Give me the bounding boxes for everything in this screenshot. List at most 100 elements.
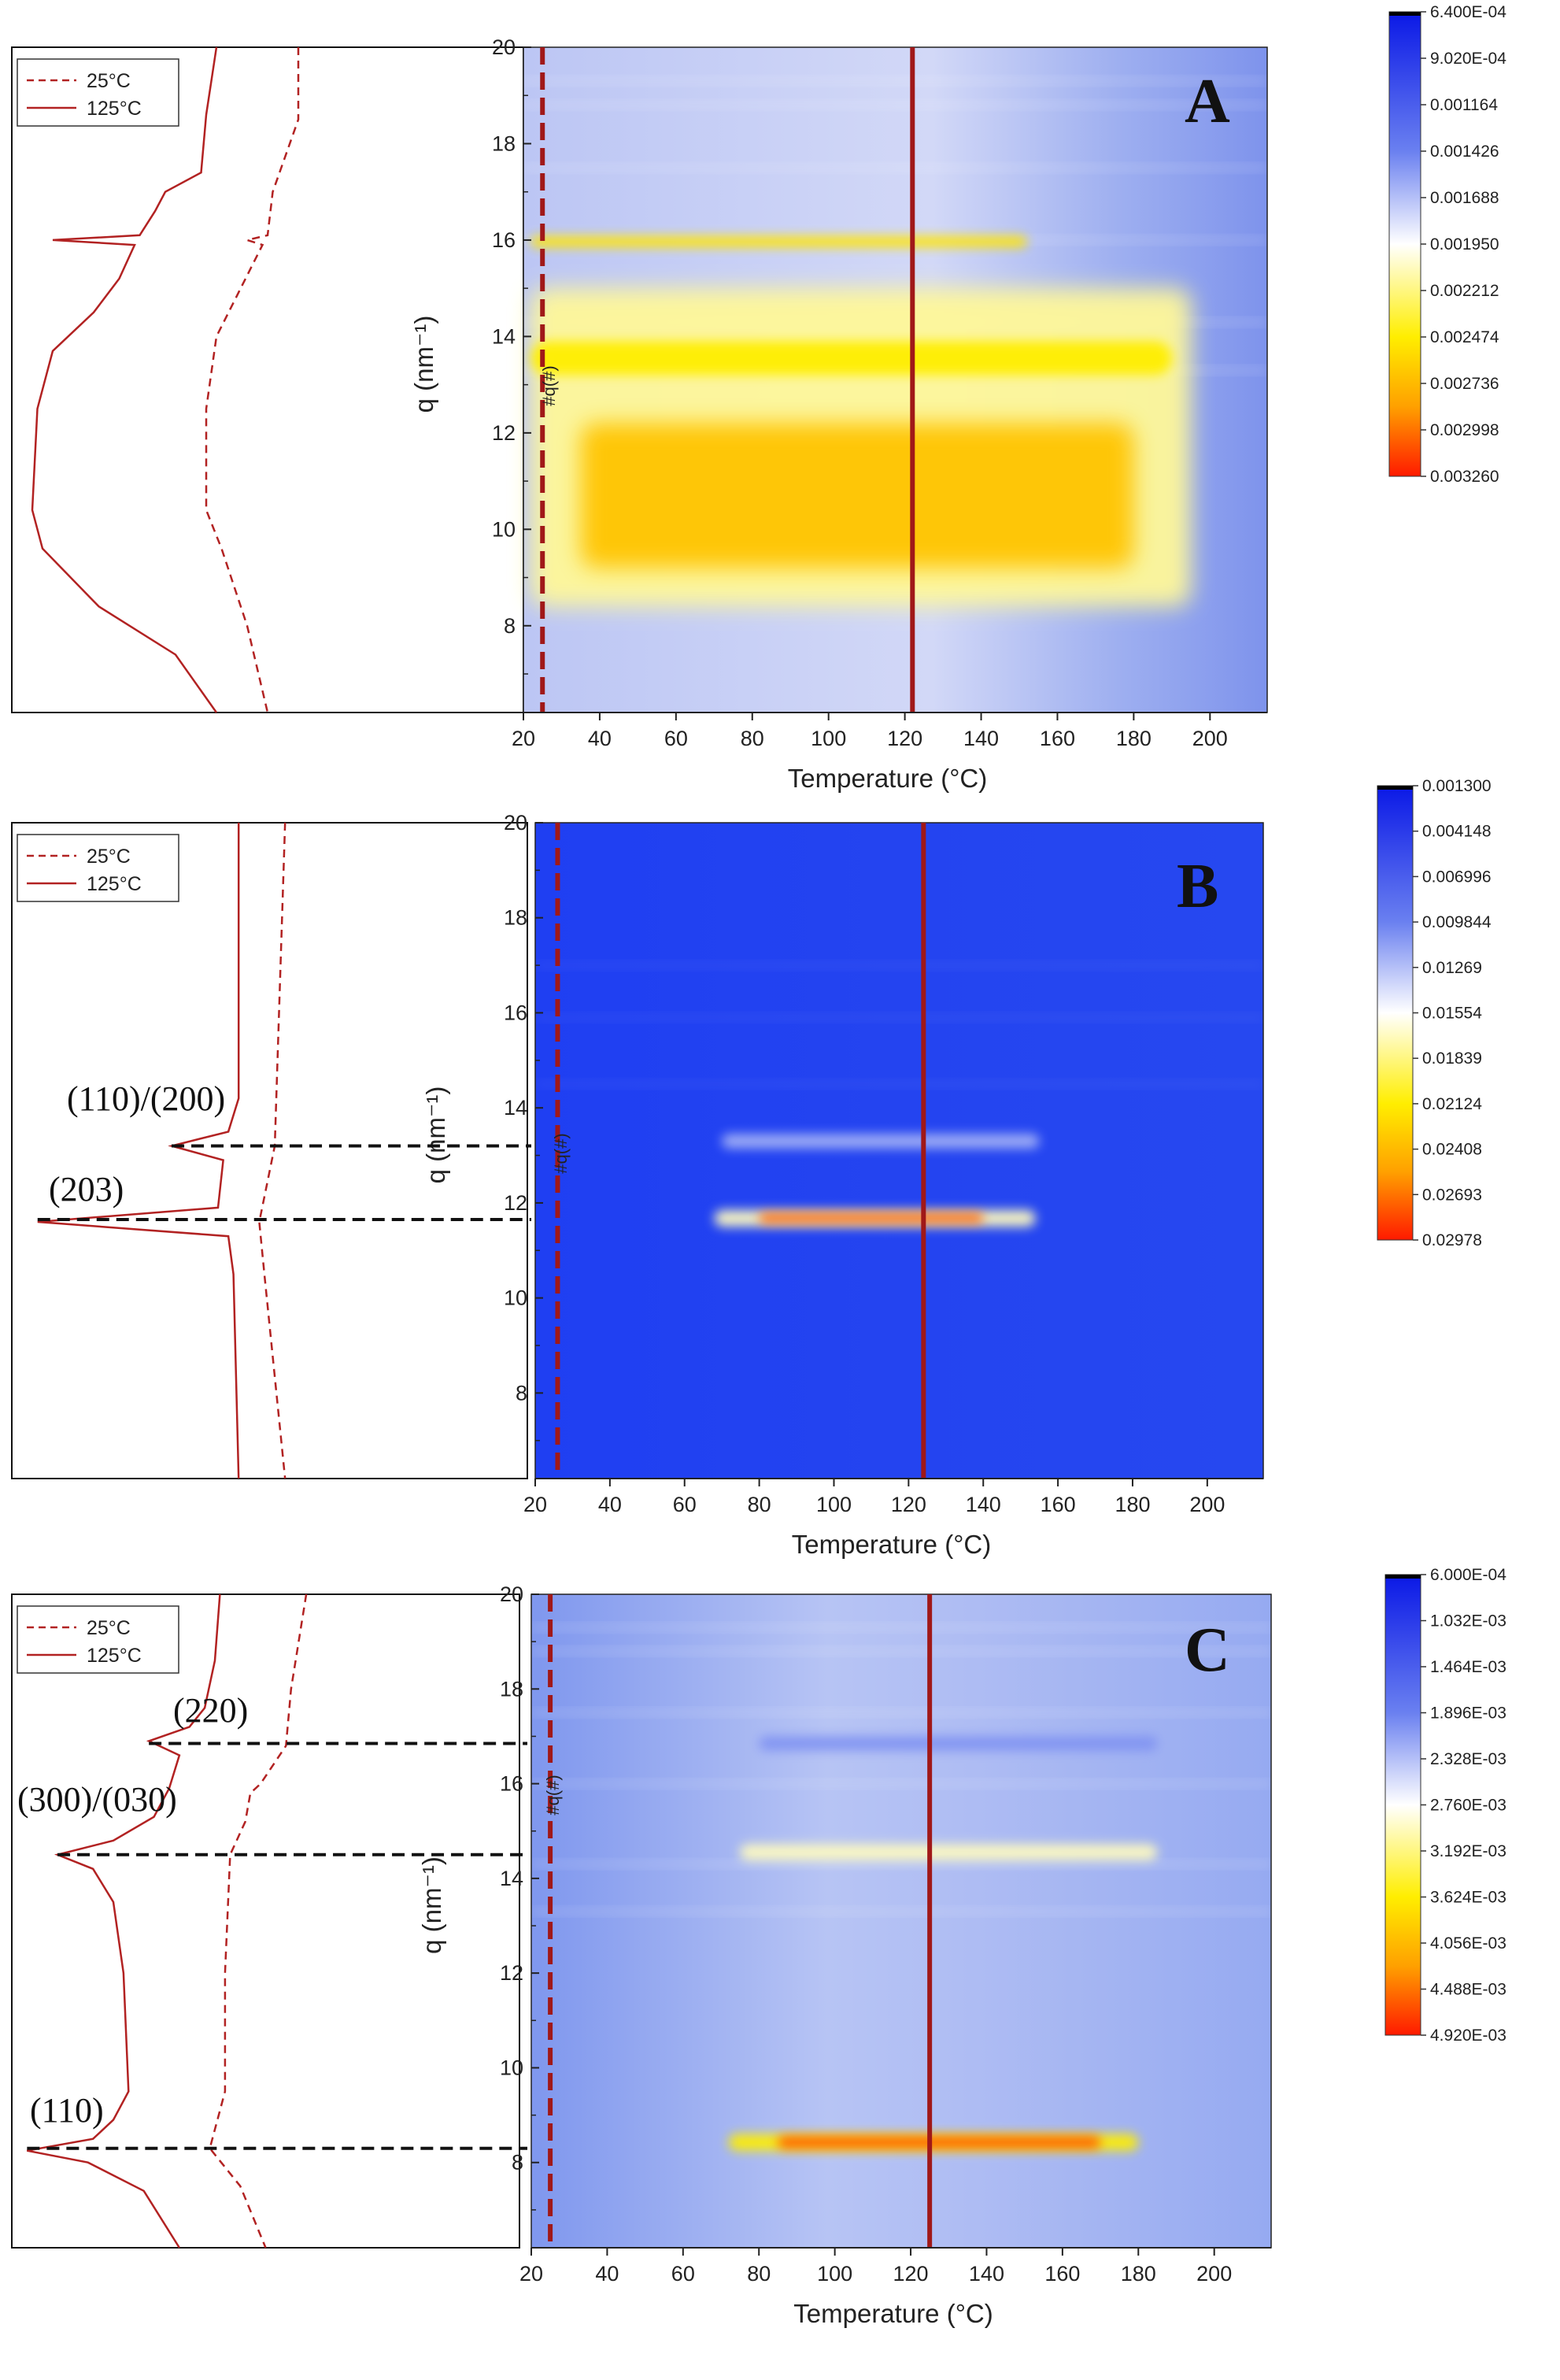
y-tick-label: 20 (500, 1582, 523, 1606)
colorbar (1384, 1574, 1421, 2036)
x-tick-label: 60 (664, 727, 688, 750)
x-tick-label: 20 (519, 2262, 543, 2286)
y-axis-title: q (nm⁻¹) (409, 316, 438, 413)
heatmap-streak (535, 964, 1263, 968)
x-tick-label: 180 (1121, 2262, 1156, 2286)
colorbar-top-cap (1389, 12, 1421, 16)
x-tick-label: 20 (512, 727, 535, 750)
heatmap-streak (523, 79, 1267, 83)
panel-letter: A (1185, 67, 1230, 136)
heatmap-streak (523, 166, 1267, 170)
x-tick-label: 180 (1116, 727, 1152, 750)
legend: 25°C 125°C (17, 58, 179, 127)
heatmap-background (535, 823, 1263, 1479)
heatmap-streak (531, 1782, 1271, 1786)
y-tick-label: 20 (492, 35, 516, 59)
y-tick-label: 20 (504, 811, 527, 835)
colorbar-tick-label: 3.192E-03 (1430, 1842, 1506, 1860)
colorbar-tick-label: 0.001300 (1422, 777, 1492, 795)
x-tick-label: 200 (1189, 1493, 1225, 1516)
colorbar-tick-label: 0.02693 (1422, 1186, 1482, 1204)
colorbar-tick-label: 6.400E-04 (1430, 3, 1506, 21)
y-tick-label: 12 (500, 1961, 523, 1985)
colorbar-tick-label: 4.056E-03 (1430, 1934, 1506, 1952)
x-tick-label: 20 (523, 1493, 547, 1516)
x-tick-label: 40 (595, 2262, 619, 2286)
colorbar-tick-label: 0.004148 (1422, 823, 1492, 841)
x-tick-label: 80 (748, 1493, 771, 1516)
x-tick-label: 120 (887, 727, 922, 750)
profile-125c-solid (31, 46, 218, 713)
colorbar-tick-label: 4.920E-03 (1430, 2027, 1506, 2045)
profile-125c-solid (37, 823, 240, 1479)
colorbar-tick-label: 0.02124 (1422, 1095, 1482, 1113)
x-tick-label: 200 (1192, 727, 1228, 750)
x-tick-label: 160 (1044, 2262, 1080, 2286)
heatmap-streak (531, 1909, 1271, 1913)
x-tick-label: 80 (741, 727, 764, 750)
y-axis-title: q (nm⁻¹) (421, 1086, 450, 1184)
colorbar-tick-label: 0.002998 (1430, 421, 1499, 439)
colorbar-tick-label: 0.002736 (1430, 375, 1499, 393)
y-tick-label: 16 (492, 228, 516, 252)
profile-box (11, 822, 528, 1479)
y-tick-label: 18 (492, 131, 516, 155)
colorbar-tick-label: 0.003260 (1430, 468, 1499, 486)
x-tick-label: 100 (816, 1493, 852, 1516)
colorbar-tick-label: 1.032E-03 (1430, 1612, 1506, 1630)
profile-25c-dashed (205, 47, 300, 713)
y-tick-label: 18 (500, 1677, 523, 1701)
colorbar-tick-label: 6.000E-04 (1430, 1566, 1506, 1584)
q-hash-label: #q(#) (539, 365, 559, 405)
x-tick-label: 160 (1040, 727, 1075, 750)
peak-label: (220) (173, 1691, 248, 1730)
profile-box (11, 1593, 520, 2249)
x-tick-label: 40 (598, 1493, 622, 1516)
y-axis-title: q (nm⁻¹) (417, 1856, 446, 1954)
heatmap-feature (530, 236, 1027, 248)
colorbar-tick-label: 0.001426 (1430, 143, 1499, 161)
colorbar-tick-label: 0.009844 (1422, 913, 1492, 931)
heatmap-feature (740, 1844, 1158, 1861)
panel-B: 8 10 12 14 16 18 20 20 40 60 80 100 120 140 160 180 200 T… (11, 777, 1492, 1559)
x-tick-label: 180 (1115, 1493, 1150, 1516)
x-tick-label: 140 (966, 1493, 1001, 1516)
heatmap-streak (535, 1016, 1263, 1020)
x-tick-label: 40 (588, 727, 612, 750)
panel-C: 8 10 12 14 16 18 20 20 40 60 80 100 120 140 160 180 200 T… (11, 1566, 1506, 2328)
colorbar-top-cap (1377, 786, 1413, 790)
y-tick-label: 10 (504, 1286, 527, 1310)
colorbar-tick-label: 0.02978 (1422, 1231, 1482, 1249)
legend-box (17, 834, 179, 902)
heatmap-feature (580, 423, 1134, 568)
heatmap-streak (531, 1711, 1271, 1715)
x-tick-label: 120 (893, 2262, 929, 2286)
colorbar-tick-label: 4.488E-03 (1430, 1981, 1506, 1999)
heatmap-streak (531, 1862, 1271, 1866)
colorbar-tick-label: 0.01554 (1422, 1005, 1482, 1023)
colorbar-tick-label: 1.464E-03 (1430, 1658, 1506, 1676)
q-hash-label: #q(#) (551, 1133, 571, 1173)
x-axis-title: Temperature (°C) (793, 2299, 993, 2328)
heatmap-streak (523, 103, 1267, 107)
colorbar-tick-label: 9.020E-04 (1430, 50, 1506, 68)
legend: 25°C 125°C (17, 834, 179, 902)
x-tick-label: 60 (671, 2262, 695, 2286)
x-axis-title: Temperature (°C) (788, 764, 987, 793)
legend-box (17, 58, 179, 127)
colorbar-tick-label: 3.624E-03 (1430, 1889, 1506, 1907)
colorbar-tick-label: 0.002474 (1430, 328, 1499, 346)
peak-label: (300)/(030) (17, 1780, 177, 1819)
panel-letter: B (1177, 852, 1218, 921)
heatmap-streak (535, 1082, 1263, 1086)
colorbar-tick-label: 0.01269 (1422, 959, 1482, 977)
heatmap-feature (759, 1736, 1158, 1751)
x-tick-label: 100 (817, 2262, 852, 2286)
colorbar-tick-label: 2.328E-03 (1430, 1750, 1506, 1768)
legend-box (17, 1605, 179, 1674)
legend: 25°C 125°C (17, 1605, 179, 1674)
legend-label: 125°C (87, 873, 142, 895)
panel-letter: C (1185, 1616, 1230, 1685)
y-tick-label: 12 (504, 1191, 527, 1215)
heatmap-feature (530, 341, 1172, 376)
